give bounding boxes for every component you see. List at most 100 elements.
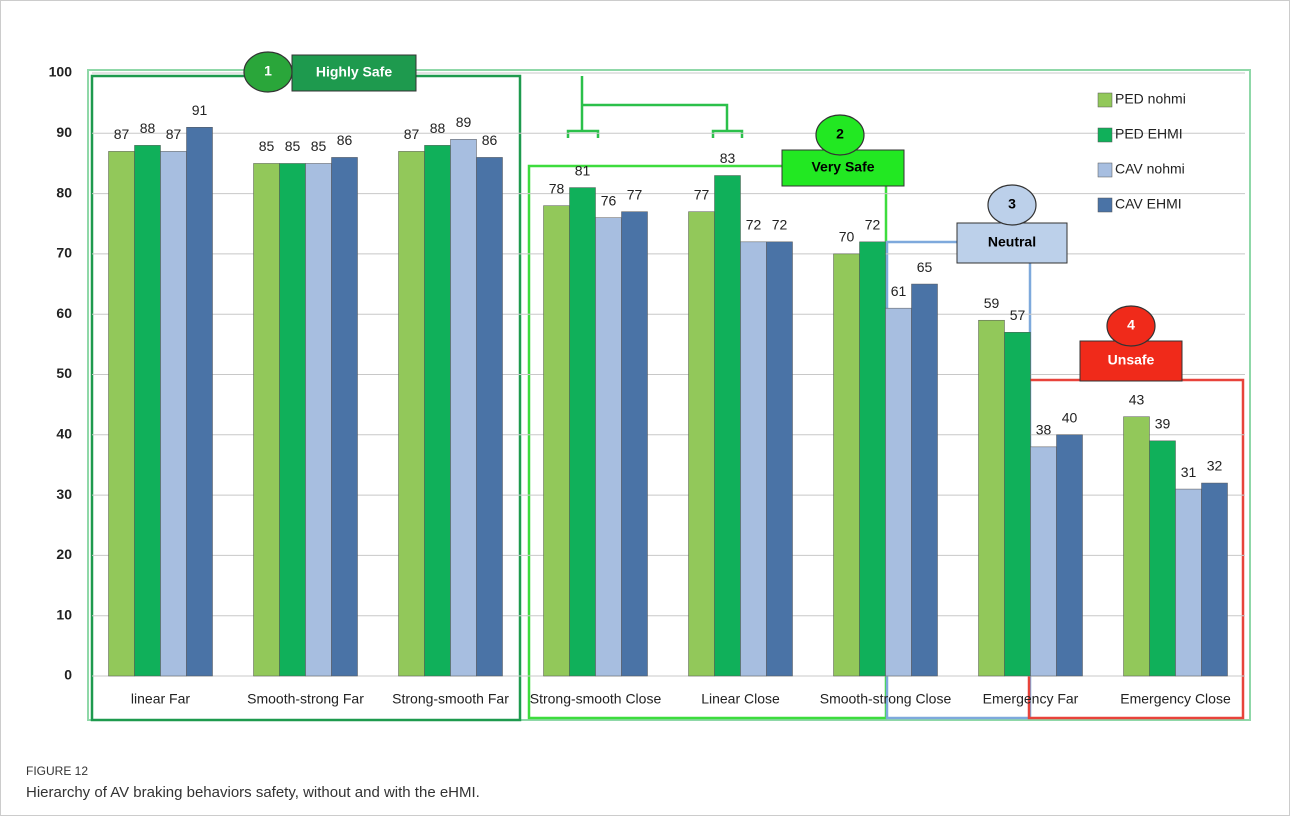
value-label: 86: [337, 132, 353, 148]
legend-label: CAV nohmi: [1115, 161, 1185, 177]
bracket: [566, 76, 744, 138]
annotation-circle: [1106, 305, 1156, 347]
value-label: 39: [1155, 416, 1171, 432]
annotation-box: [781, 149, 905, 187]
legend-swatch: [1097, 162, 1113, 178]
value-label: 88: [430, 120, 446, 136]
x-tick-label: Emergency Far: [983, 691, 1079, 707]
bar: [331, 157, 358, 677]
legend-swatch: [1097, 197, 1113, 213]
x-tick-label: Smooth-strong Far: [247, 691, 364, 707]
bar: [740, 241, 767, 677]
value-label: 77: [694, 186, 710, 202]
bar: [186, 127, 213, 677]
value-label: 61: [891, 283, 907, 299]
x-tick-label: linear Far: [131, 691, 190, 707]
bar: [450, 139, 477, 677]
annotation-number: 3: [1008, 196, 1016, 212]
annotation-circle: [243, 51, 293, 93]
y-tick-label: 40: [56, 426, 72, 442]
value-label: 87: [114, 126, 130, 142]
value-label: 32: [1207, 458, 1223, 474]
value-label: 88: [140, 120, 156, 136]
x-tick-label: Strong-smooth Far: [392, 691, 509, 707]
bar: [543, 205, 570, 677]
x-tick-label: Strong-smooth Close: [530, 691, 662, 707]
y-tick-label: 20: [56, 546, 72, 562]
bar: [134, 145, 161, 677]
y-tick-label: 0: [64, 667, 72, 683]
y-tick-label: 100: [49, 64, 73, 80]
bar: [1056, 434, 1083, 677]
value-label: 76: [601, 192, 617, 208]
bar: [160, 151, 187, 677]
bar: [1175, 488, 1202, 677]
y-tick-label: 10: [56, 606, 72, 622]
annotation-circle: [815, 114, 865, 156]
annotation-label: Highly Safe: [316, 64, 392, 80]
legend-label: PED nohmi: [1115, 91, 1186, 107]
value-label: 57: [1010, 307, 1026, 323]
legend-label: CAV EHMI: [1115, 196, 1182, 212]
bar: [476, 157, 503, 677]
y-tick-label: 80: [56, 184, 72, 200]
bar: [398, 151, 425, 677]
annotation-number: 2: [836, 126, 844, 142]
value-label: 72: [772, 217, 788, 233]
bar: [978, 319, 1005, 677]
value-label: 72: [746, 217, 762, 233]
y-tick-label: 60: [56, 305, 72, 321]
bar: [859, 241, 886, 677]
bar: [688, 211, 715, 677]
bar: [621, 211, 648, 677]
value-label: 85: [285, 138, 301, 154]
annotation-label: Unsafe: [1108, 352, 1155, 368]
value-label: 65: [917, 259, 933, 275]
annotation-label: Neutral: [988, 234, 1036, 250]
bar: [595, 217, 622, 677]
annotation-number: 1: [264, 63, 272, 79]
bar: [253, 163, 280, 677]
annotation-number: 4: [1127, 317, 1135, 333]
annotation-circle: [987, 184, 1037, 226]
bar: [1201, 482, 1228, 677]
value-label: 85: [259, 138, 275, 154]
bar: [279, 163, 306, 677]
value-label: 91: [192, 102, 208, 118]
value-label: 31: [1181, 464, 1197, 480]
bar: [1123, 416, 1150, 677]
value-label: 85: [311, 138, 327, 154]
value-label: 81: [575, 162, 591, 178]
value-label: 78: [549, 180, 565, 196]
value-label: 89: [456, 114, 472, 130]
figure-label: FIGURE 12: [26, 764, 89, 778]
bar: [424, 145, 451, 677]
bar: [569, 187, 596, 677]
annotation-label: Very Safe: [811, 159, 874, 175]
x-tick-label: Emergency Close: [1120, 691, 1231, 707]
value-label: 87: [404, 126, 420, 142]
x-tick-label: Linear Close: [701, 691, 780, 707]
y-tick-label: 50: [56, 365, 72, 381]
value-label: 77: [627, 186, 643, 202]
annotation-box: [291, 54, 417, 92]
value-label: 70: [839, 229, 855, 245]
bar: [911, 283, 938, 677]
bar: [766, 241, 793, 677]
legend-swatch: [1097, 92, 1113, 108]
annotation-box: [956, 222, 1068, 264]
bar: [1004, 332, 1031, 677]
value-label: 43: [1129, 391, 1145, 407]
bar: [833, 253, 860, 677]
legend-swatch: [1097, 127, 1113, 143]
value-label: 83: [720, 150, 736, 166]
bar: [1030, 446, 1057, 677]
legend-label: PED EHMI: [1115, 126, 1183, 142]
bar: [305, 163, 332, 677]
y-tick-label: 30: [56, 486, 72, 502]
y-tick-label: 70: [56, 245, 72, 261]
value-label: 40: [1062, 410, 1078, 426]
value-label: 86: [482, 132, 498, 148]
